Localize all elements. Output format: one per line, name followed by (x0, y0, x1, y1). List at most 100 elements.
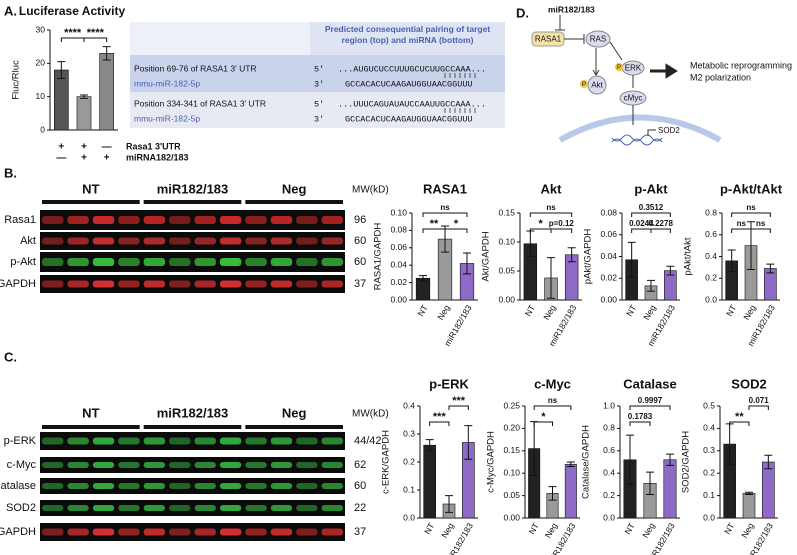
blot-band (245, 280, 267, 288)
y-tick-label: 0.10 (390, 207, 407, 217)
bar (415, 277, 431, 301)
node: SOD2 (658, 126, 680, 135)
error-bar (647, 279, 655, 292)
significance-bracket (529, 212, 573, 217)
y-tick-label: 0.02 (390, 277, 407, 287)
arrow (650, 63, 678, 79)
blot-row-label: p-Akt (10, 256, 36, 268)
x-tick-label: Neg (640, 521, 657, 540)
blot-band (194, 216, 216, 224)
blot-mw: 37 (354, 526, 366, 538)
blot-row-label: GAPDH (0, 526, 36, 538)
blot-band (296, 216, 318, 224)
blot-band (321, 280, 343, 288)
blot-band (169, 462, 191, 468)
blot-strip (40, 432, 345, 450)
blot-band (270, 237, 293, 245)
blot-band (219, 216, 242, 224)
blot-band (219, 505, 242, 511)
significance-bracket (533, 421, 553, 426)
x-tick-label: NT (527, 521, 541, 536)
blot-band (42, 462, 64, 468)
phospho (580, 80, 588, 88)
blot-group: Neg (282, 181, 307, 196)
y-tick-label: 0.05 (503, 490, 520, 500)
bar (564, 463, 577, 519)
y-tick-label: 0.1 (403, 484, 415, 494)
error-bar (745, 491, 753, 495)
y-tick-label: 0.00 (600, 294, 617, 304)
bar (663, 459, 677, 519)
node: cMyc (624, 94, 643, 103)
y-tick-label: 0.4 (705, 251, 717, 261)
blot-band (143, 216, 166, 224)
blot-band (118, 258, 140, 266)
y-tick-label: 0.04 (600, 251, 617, 261)
y-axis-label: SOD2/GAPDH (681, 431, 692, 493)
table-target: Position 334-341 of RASA1 3' UTR (134, 98, 266, 108)
error-bar (764, 454, 773, 470)
blot-band (118, 216, 140, 224)
error-bar (419, 275, 427, 282)
blot-strip (40, 500, 345, 516)
blot-band (118, 237, 140, 245)
blot-mw: 60 (354, 256, 366, 268)
chart-title: SOD2 (731, 376, 766, 391)
blot-band (219, 483, 242, 489)
y-tick-label: 30 (36, 24, 46, 34)
table-end: 3' (314, 79, 324, 89)
y-tick-label: 0.0 (705, 294, 717, 304)
table-header: Predicted consequential pairing of targe… (324, 24, 491, 45)
blot-mw: 96 (354, 214, 366, 226)
blot-band (245, 258, 267, 266)
blot-band (296, 437, 318, 445)
blot-band (118, 280, 140, 288)
blot-strip (40, 232, 345, 250)
x-tick-label: Neg (439, 521, 456, 540)
blot-band (42, 216, 64, 224)
node: Akt (591, 81, 603, 90)
blot-band (296, 280, 318, 288)
significance-bracket (448, 405, 469, 410)
significance-bracket (429, 421, 450, 426)
error-bar (445, 495, 453, 513)
blot-band (169, 280, 191, 288)
blot-band (92, 462, 115, 468)
dna (611, 134, 663, 146)
blot-mw: 60 (354, 480, 366, 492)
y-tick-label: 0.00 (498, 294, 515, 304)
blot-band (270, 462, 293, 468)
blot-band (321, 462, 343, 468)
condition-sign: — (56, 153, 66, 164)
chart-title: c-Myc (534, 376, 571, 391)
y-tick-label: 0.15 (498, 207, 515, 217)
blot-band (194, 237, 216, 245)
panel-label: C. (4, 349, 17, 364)
error-bar (463, 252, 471, 275)
significance-label: ns (440, 203, 450, 212)
phospho-label: P (582, 82, 586, 88)
pathway-diagram: miR182/183 RASA1 RAS Akt P ERK P cMyc SO… (531, 4, 792, 146)
blot-band (143, 437, 166, 445)
y-tick-label: 0 (40, 124, 45, 134)
x-tick-label: NT (622, 521, 636, 536)
blot-strip (40, 478, 345, 494)
blot-band (92, 258, 115, 266)
significance-label: * (454, 218, 459, 230)
blot-mw: 37 (354, 278, 366, 290)
significance-bracket (650, 228, 671, 233)
table-end: 5' (314, 99, 324, 109)
node: RASA1 (535, 35, 562, 44)
significance-label: *** (433, 411, 447, 423)
blot-band (143, 483, 166, 489)
significance-bracket (533, 405, 572, 410)
blot-band (42, 258, 64, 266)
error-bar (547, 257, 555, 299)
y-tick-label: 0.06 (390, 242, 407, 252)
phospho-label: P (617, 65, 621, 71)
blot-strip (40, 457, 345, 473)
blot-band (169, 437, 191, 445)
table-header-bg (310, 22, 505, 55)
significance-label: ** (735, 411, 744, 423)
